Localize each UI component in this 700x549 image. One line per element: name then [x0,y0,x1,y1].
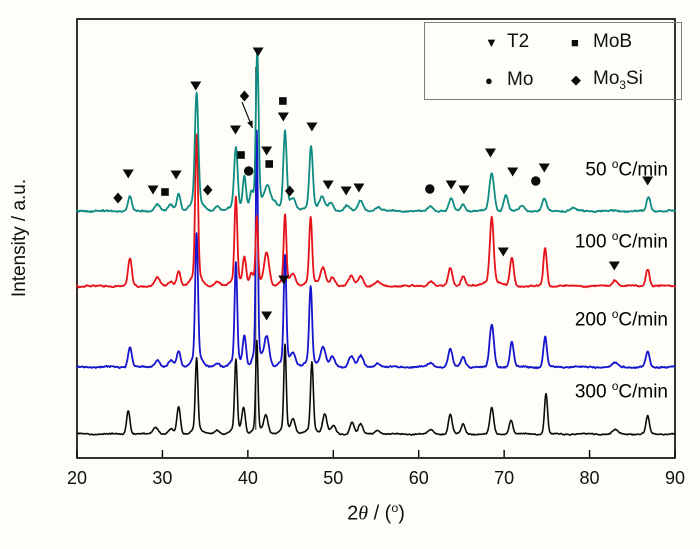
t2-triangle-marker [277,112,289,122]
trace-label-100: 100 oC/min [574,230,668,253]
t2-triangle-marker [278,275,290,285]
legend-row-2: ● Mo ◆ Mo3Si [425,62,681,98]
mo3si-diamond-marker [239,90,250,102]
mo-circle-marker [244,166,254,176]
mo-circle-marker [531,176,541,186]
x-tick-label: 90 [665,468,685,488]
legend-label-t2: T2 [507,31,530,52]
t2-triangle-marker [261,311,273,321]
legend-row-1: ▼ T2 ■ MoB [425,24,681,60]
trace-100c-min [76,133,676,289]
t2-triangle-marker [507,167,519,177]
x-tick-label: 20 [67,468,87,488]
t2-triangle-marker [340,186,352,196]
t2-triangle-marker [122,169,134,179]
trace-label-200: 200 oC/min [574,308,668,331]
x-tick-label: 80 [580,468,600,488]
phase-legend: ▼ T2 ■ MoB ● Mo ◆ Mo3Si [424,22,682,100]
x-tick-label: 40 [238,468,258,488]
x-tick-label: 70 [494,468,514,488]
t2-triangle-marker [252,47,264,57]
y-axis-title: Intensity / a.u. [9,178,30,298]
legend-entry-mo: ● Mo [485,69,571,91]
trace-label-300: 300 oC/min [574,380,668,403]
mo3si-diamond-marker [203,184,213,196]
t2-triangle-marker [458,185,470,195]
x-tick-label: 60 [409,468,429,488]
trace-200c-min [76,129,676,370]
t2-triangle-marker [538,163,550,173]
t2-triangle-marker [190,81,202,91]
legend-label-mo3si: Mo3Si [593,68,643,92]
x-tick-label: 50 [323,468,343,488]
mob-square-marker [265,160,274,168]
x-tick-label: 30 [152,468,172,488]
t2-triangle-marker [497,247,509,257]
t2-triangle-marker [608,261,620,271]
mo-circle-marker [425,184,435,194]
mo3si-symbol-icon: ◆ [571,71,581,87]
t2-triangle-marker [147,185,159,195]
t2-triangle-marker [445,180,457,190]
t2-triangle-marker [642,176,654,186]
trace-50c-min [76,50,676,214]
t2-symbol-icon: ▼ [485,34,498,50]
legend-entry-mo3si: ◆ Mo3Si [571,68,671,92]
mob-square-marker [279,97,287,105]
legend-label-mob: MoB [593,31,633,52]
mob-symbol-icon: ■ [571,34,579,50]
mo-symbol-icon: ● [485,72,493,88]
annotation-arrowhead [247,120,253,128]
mo3si-diamond-marker [113,192,123,204]
t2-triangle-marker [353,183,365,193]
plot-frame [76,18,676,459]
t2-triangle-marker [261,146,273,156]
x-axis-title: 2θ / (o) [347,501,405,525]
mob-square-marker [237,151,245,159]
t2-triangle-marker [170,170,182,180]
mo3si-diamond-marker [285,185,295,197]
legend-entry-t2: ▼ T2 [485,31,571,53]
t2-triangle-marker [322,180,334,190]
legend-entry-mob: ■ MoB [571,31,671,53]
t2-triangle-marker [229,125,241,135]
t2-triangle-marker [306,122,318,132]
trace-300c-min [76,339,676,436]
trace-label-50: 50 oC/min [585,158,668,181]
mob-square-marker [161,188,169,196]
legend-label-mo: Mo [507,69,534,90]
t2-triangle-marker [484,148,496,158]
